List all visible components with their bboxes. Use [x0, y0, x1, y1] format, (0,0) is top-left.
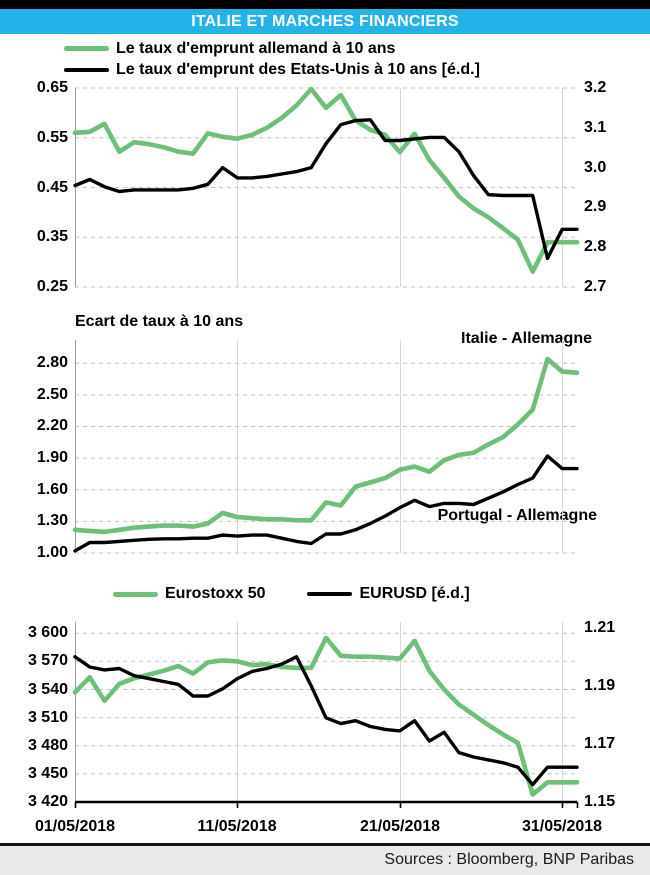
axis-tick-label-left: 3 540: [27, 680, 68, 698]
series-italie-allemagne: [72, 356, 580, 535]
chart-taux-emprunt-10-ans: [72, 86, 580, 288]
axis-tick-label-left: 0.55: [36, 128, 68, 146]
axis-tick-label-left: 3 450: [27, 764, 68, 782]
axis-tick-label-right: 1.15: [584, 793, 616, 810]
x-axis-date-label: 21/05/2018: [359, 818, 441, 835]
black-line-sample-icon: [64, 67, 109, 72]
axis-tick-label-left: 0.25: [36, 278, 68, 295]
axis-tick-label-left: 2.80: [36, 354, 68, 372]
chart-ecart-de-taux: [72, 340, 580, 554]
chart-eurostoxx-eurusd: [72, 622, 580, 808]
axis-tick-label-right: 2.9: [584, 198, 607, 216]
chart3-legend: Eurostoxx 50 EURUSD [é.d.]: [113, 585, 470, 603]
axis-tick-label-left: 0.45: [36, 178, 68, 196]
legend-label-us-yield: Le taux d'emprunt des Etats-Unis à 10 an…: [116, 60, 480, 78]
series-taux-allemand: [72, 86, 580, 274]
axis-tick-label-left: 3 570: [27, 652, 68, 670]
series-portugal-allemagne: [73, 454, 579, 553]
axis-tick-label-right: 1.19: [584, 676, 616, 694]
series-taux-etats-unis: [73, 118, 579, 261]
report-title: ITALIE ET MARCHES FINANCIERS: [191, 13, 459, 30]
axis-tick-label-left: 0.65: [36, 79, 68, 96]
axis-tick-label-left: 1.30: [36, 512, 68, 530]
axis-tick-label-right: 3.0: [584, 158, 607, 176]
top-border: [0, 0, 650, 9]
axis-tick-label-left: 2.50: [36, 385, 68, 403]
axis-tick-label-left: 1.00: [36, 544, 68, 561]
legend-item: Le taux d'emprunt des Etats-Unis à 10 an…: [64, 59, 480, 80]
report-title-bar: ITALIE ET MARCHES FINANCIERS: [0, 9, 650, 34]
series-eurostoxx-50: [72, 635, 580, 797]
x-axis-date-label: 31/05/2018: [521, 818, 603, 835]
axis-tick-label-left: 3 480: [27, 736, 68, 754]
series-label-italie-allemagne: Italie - Allemagne: [461, 330, 592, 347]
legend-label-eurusd: EURUSD [é.d.]: [359, 585, 470, 602]
sources-bar: Sources : Bloomberg, BNP Paribas: [0, 846, 650, 875]
sources-text: Sources : Bloomberg, BNP Paribas: [384, 851, 634, 868]
legend-label-german-yield: Le taux d'emprunt allemand à 10 ans: [116, 39, 396, 57]
axis-tick-label-right: 2.7: [584, 278, 607, 295]
axis-tick-label-left: 1.60: [36, 480, 68, 498]
axis-tick-label-right: 2.8: [584, 238, 607, 256]
green-line-sample-icon: [64, 46, 109, 51]
axis-tick-label-left: 2.20: [36, 417, 68, 435]
axis-tick-label-left: 3 510: [27, 708, 68, 726]
x-axis-date-label: 01/05/2018: [34, 818, 116, 835]
axis-tick-label-left: 1.90: [36, 449, 68, 467]
axis-tick-label-right: 3.1: [584, 118, 607, 136]
x-axis-date-label: 11/05/2018: [197, 818, 277, 835]
legend-item: Le taux d'emprunt allemand à 10 ans: [64, 38, 480, 59]
chart2-title: Ecart de taux à 10 ans: [75, 313, 244, 330]
axis-tick-label-left: 3 420: [27, 793, 68, 810]
footer-divider: [0, 843, 650, 846]
green-line-sample-icon: [113, 591, 158, 597]
axis-tick-label-right: 1.21: [584, 618, 616, 636]
chart1-legend: Le taux d'emprunt allemand à 10 ans Le t…: [64, 38, 480, 80]
legend-label-eurostoxx: Eurostoxx 50: [165, 585, 266, 602]
axis-tick-label-right: 3.2: [584, 79, 607, 96]
black-line-sample-icon: [307, 592, 353, 596]
series-eurusd: [73, 655, 579, 787]
axis-tick-label-left: 3 600: [27, 624, 68, 642]
axis-tick-label-right: 1.17: [584, 734, 616, 752]
series-label-portugal-allemagne: Portugal - Allemagne: [437, 507, 597, 524]
axis-tick-label-left: 0.35: [36, 228, 68, 246]
